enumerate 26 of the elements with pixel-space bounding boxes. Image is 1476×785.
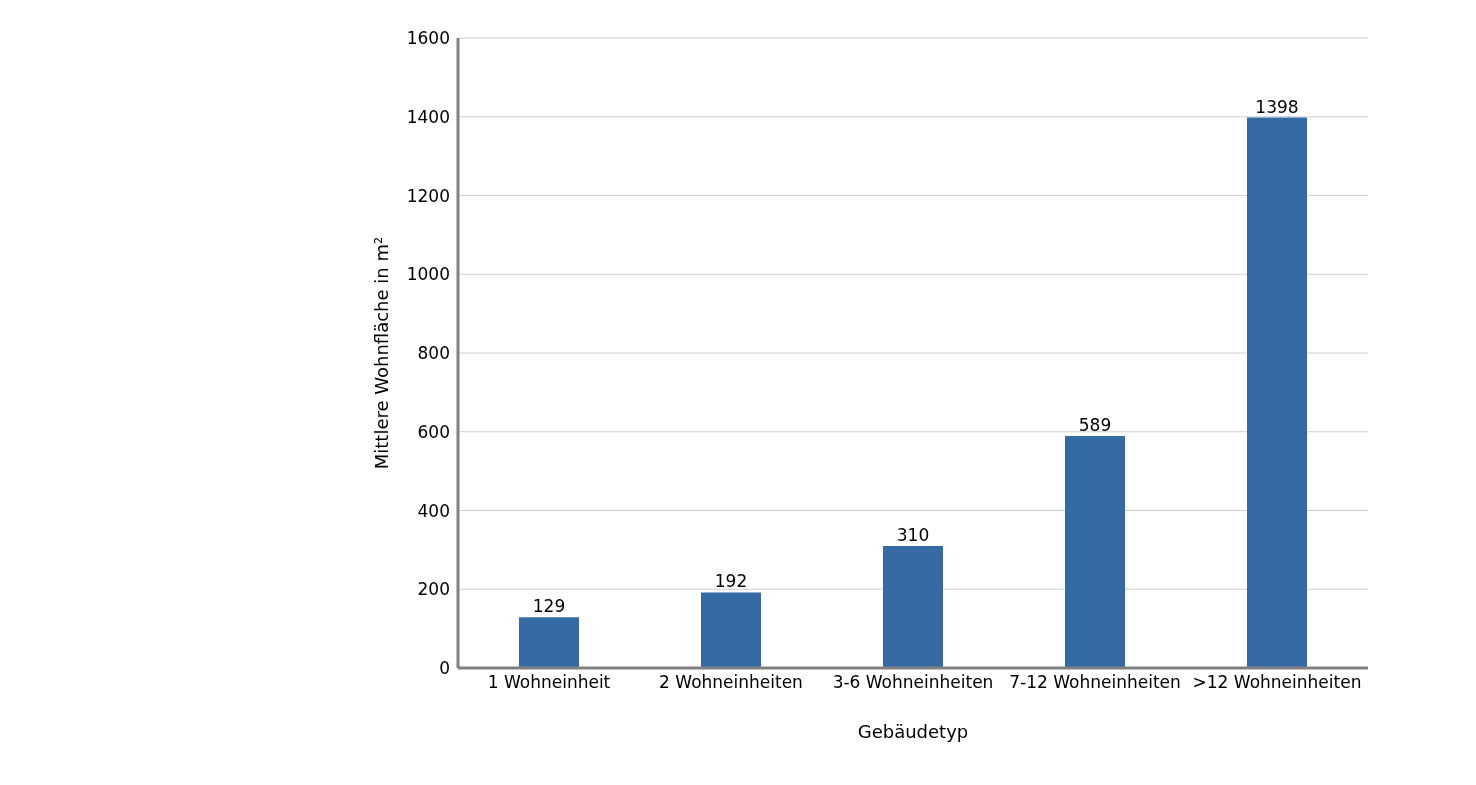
bar — [701, 592, 761, 668]
data-label: 192 — [714, 571, 748, 592]
x-tick-label: 3-6 Wohneinheiten — [832, 672, 994, 693]
y-tick-label: 0 — [439, 658, 450, 679]
y-tick-label: 1600 — [406, 28, 450, 49]
y-axis-title: Mittlere Wohnfläche in m² — [371, 236, 392, 470]
data-label: 310 — [896, 524, 930, 545]
y-tick-label: 200 — [417, 579, 450, 600]
x-tick-label: 2 Wohneinheiten — [659, 672, 803, 693]
y-tick-label: 800 — [417, 343, 450, 364]
data-label: 589 — [1078, 415, 1112, 436]
data-label: 1398 — [1255, 96, 1299, 117]
y-tick-label: 1200 — [406, 185, 450, 206]
bar — [519, 617, 579, 668]
y-tick-label: 400 — [417, 500, 450, 521]
x-tick-label: 7-12 Wohneinheiten — [1009, 672, 1181, 693]
y-tick-label: 1000 — [406, 264, 450, 285]
x-axis-title: Gebäudetyp — [857, 721, 969, 742]
x-tick-label: 1 Wohneinheit — [487, 672, 611, 693]
bar — [1065, 436, 1125, 668]
bar — [883, 545, 943, 668]
data-label: 129 — [532, 596, 566, 617]
y-tick-label: 1400 — [406, 106, 450, 127]
bar — [1247, 117, 1307, 668]
x-tick-label: >12 Wohneinheiten — [1192, 672, 1362, 693]
y-tick-label: 600 — [417, 421, 450, 442]
